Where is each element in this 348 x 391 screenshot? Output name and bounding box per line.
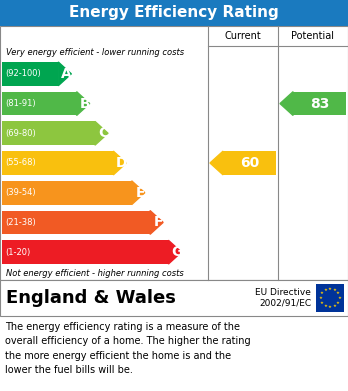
Text: B: B: [80, 97, 90, 111]
Text: (92-100): (92-100): [5, 69, 41, 78]
Text: ★: ★: [323, 288, 327, 292]
Bar: [2, 181, 132, 204]
Polygon shape: [210, 151, 223, 175]
Polygon shape: [77, 91, 90, 115]
Text: ★: ★: [319, 296, 323, 300]
Text: (69-80): (69-80): [5, 129, 36, 138]
Polygon shape: [58, 62, 71, 86]
Text: ★: ★: [328, 305, 332, 309]
Text: E: E: [135, 186, 145, 200]
Text: EU Directive
2002/91/EC: EU Directive 2002/91/EC: [255, 288, 311, 308]
Text: England & Wales: England & Wales: [6, 289, 176, 307]
Text: F: F: [154, 215, 163, 230]
Text: Potential: Potential: [292, 31, 334, 41]
Text: ★: ★: [337, 296, 341, 300]
Bar: [2, 151, 113, 175]
Text: 83: 83: [310, 97, 329, 111]
Bar: [0, 280, 348, 316]
Text: ★: ★: [333, 304, 337, 308]
Text: (55-68): (55-68): [5, 158, 36, 167]
Text: Current: Current: [224, 31, 261, 41]
Text: C: C: [98, 126, 109, 140]
Polygon shape: [132, 181, 145, 204]
Polygon shape: [150, 210, 163, 234]
Bar: [0, 26, 348, 280]
Bar: [2, 62, 58, 86]
Bar: [223, 151, 276, 175]
Bar: [2, 121, 95, 145]
Text: ★: ★: [320, 291, 324, 295]
Text: (21-38): (21-38): [5, 218, 36, 227]
Text: Not energy efficient - higher running costs: Not energy efficient - higher running co…: [6, 269, 184, 278]
Bar: [2, 91, 77, 115]
Text: 60: 60: [240, 156, 259, 170]
Bar: [293, 91, 346, 115]
Polygon shape: [280, 91, 293, 115]
Text: (1-20): (1-20): [5, 248, 30, 256]
Text: The energy efficiency rating is a measure of the
overall efficiency of a home. T: The energy efficiency rating is a measur…: [5, 322, 251, 375]
Polygon shape: [168, 240, 181, 264]
Text: A: A: [61, 67, 72, 81]
Polygon shape: [113, 151, 126, 175]
Bar: [2, 210, 150, 234]
Text: ★: ★: [333, 288, 337, 292]
Text: ★: ★: [320, 301, 324, 305]
Text: Energy Efficiency Rating: Energy Efficiency Rating: [69, 5, 279, 20]
Bar: [316, 284, 344, 312]
Polygon shape: [95, 121, 108, 145]
Text: (39-54): (39-54): [5, 188, 35, 197]
Text: D: D: [116, 156, 128, 170]
Text: (81-91): (81-91): [5, 99, 35, 108]
Bar: [0, 0, 348, 26]
Text: ★: ★: [323, 304, 327, 308]
Text: G: G: [171, 245, 183, 259]
Bar: [2, 240, 168, 264]
Text: ★: ★: [336, 301, 340, 305]
Text: Very energy efficient - lower running costs: Very energy efficient - lower running co…: [6, 48, 184, 57]
Text: ★: ★: [336, 291, 340, 295]
Text: ★: ★: [328, 287, 332, 291]
